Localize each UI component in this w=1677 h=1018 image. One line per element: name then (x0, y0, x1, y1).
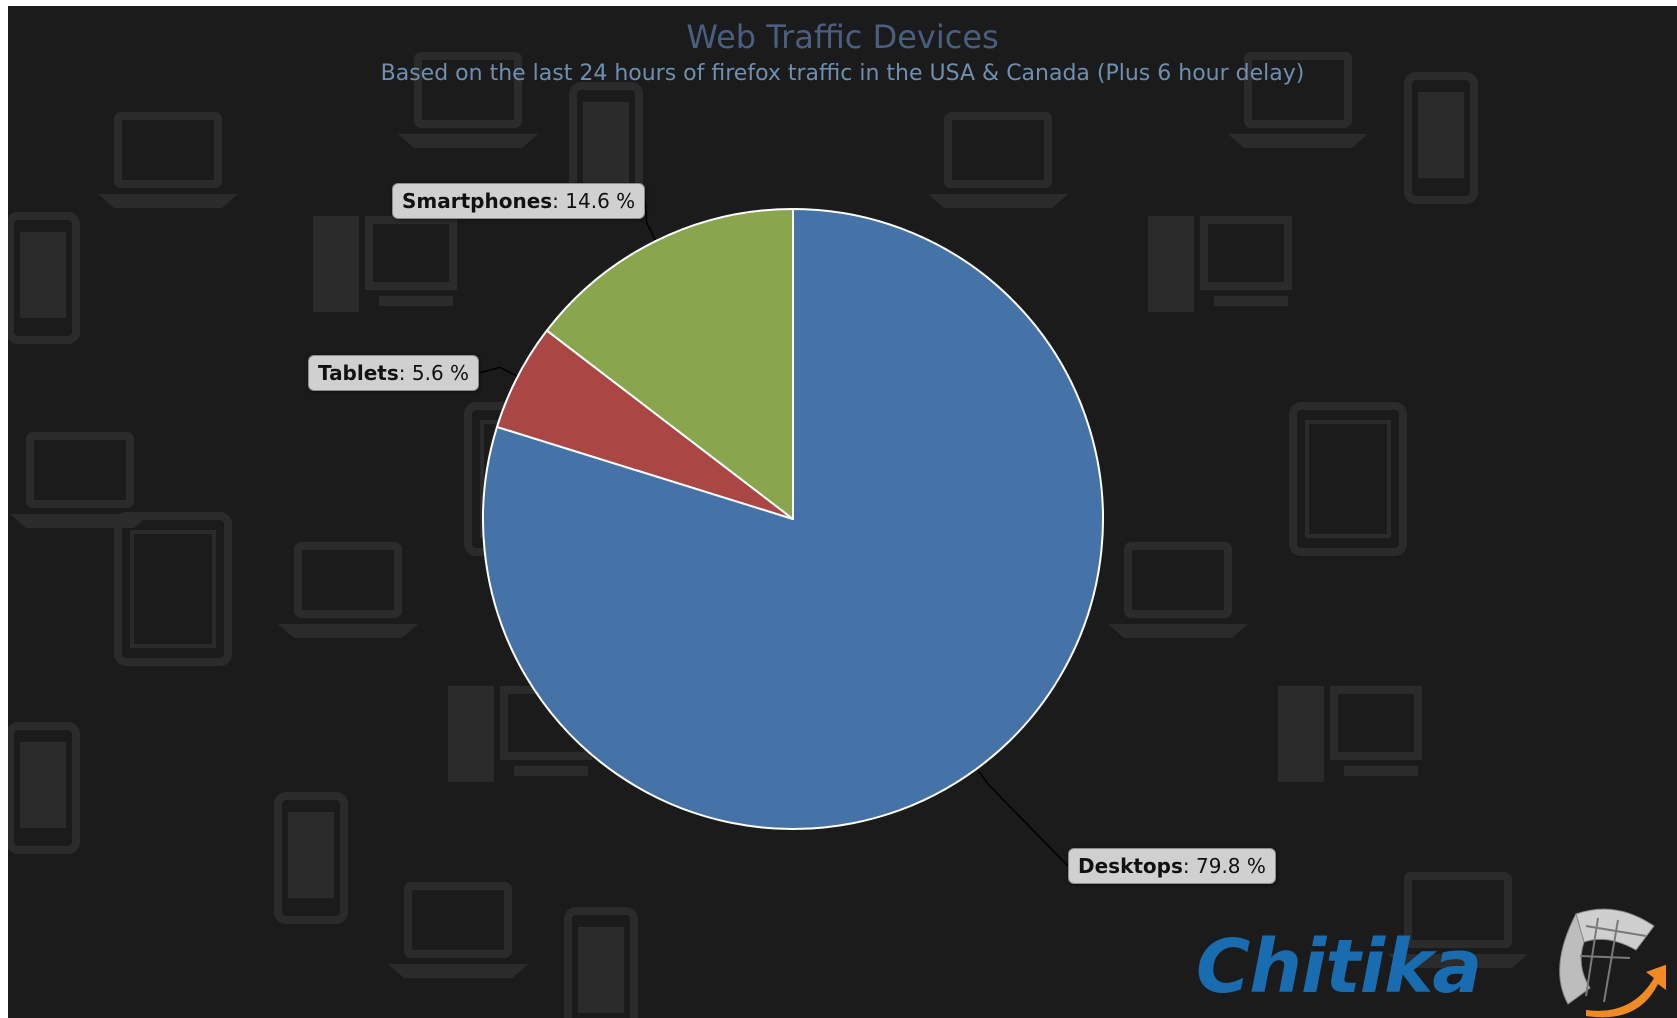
data-label-value: : 5.6 % (398, 361, 470, 385)
device-pattern-background (8, 52, 1528, 1018)
pie-slices (482, 208, 1104, 830)
connector-tablets (478, 366, 519, 378)
chart-title: Web Traffic Devices (686, 18, 999, 56)
globe-arrow-icon (1559, 908, 1666, 1018)
logo-text: Chitika (1196, 924, 1482, 1010)
connector-desktops (976, 768, 1069, 867)
data-label-name: Smartphones (402, 189, 553, 213)
pie-slice-smartphones[interactable] (545, 208, 794, 520)
data-label-value: : 14.6 % (552, 189, 636, 213)
data-label-value: : 79.8 % (1182, 854, 1266, 878)
data-label-tablets: Tablets: 5.6 % (308, 355, 480, 391)
pie-chart (478, 200, 1104, 867)
chart-container: Web Traffic Devices Based on the last 24… (8, 6, 1677, 1018)
data-label-name: Tablets (318, 361, 399, 385)
chitika-logo: Chitika (1196, 906, 1666, 1018)
connector-smartphones (644, 200, 657, 242)
label-connectors (478, 200, 1069, 867)
chart-subtitle: Based on the last 24 hours of firefox tr… (380, 61, 1305, 86)
data-label-name: Desktops (1078, 854, 1183, 878)
data-label-desktops: Desktops: 79.8 % (1068, 848, 1276, 884)
data-label-smartphones: Smartphones: 14.6 % (392, 183, 646, 219)
